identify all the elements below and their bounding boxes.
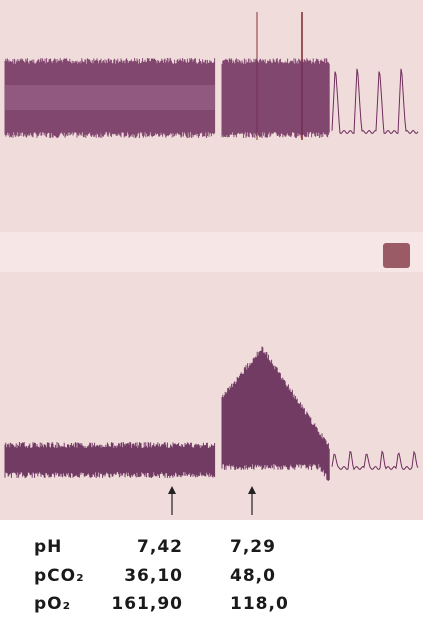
- value: 161,90: [111, 594, 183, 614]
- value: 7,42: [137, 537, 183, 557]
- value: 36,10: [124, 566, 183, 586]
- strip-chart: [0, 0, 423, 520]
- paper-band: [0, 232, 423, 272]
- marker-square: [383, 243, 410, 268]
- trace-core: [5, 85, 215, 110]
- row-label: pCO₂: [34, 566, 85, 586]
- row-label: pO₂: [34, 594, 71, 614]
- value: 118,0: [230, 594, 289, 614]
- value: 7,29: [230, 537, 276, 557]
- value: 48,0: [230, 566, 276, 586]
- recording-page: pH 7,42 7,29 pCO₂ 36,10 48,0 pO₂ 161,90 …: [0, 0, 423, 626]
- row-label: pH: [34, 537, 62, 557]
- trace-band: [222, 58, 329, 138]
